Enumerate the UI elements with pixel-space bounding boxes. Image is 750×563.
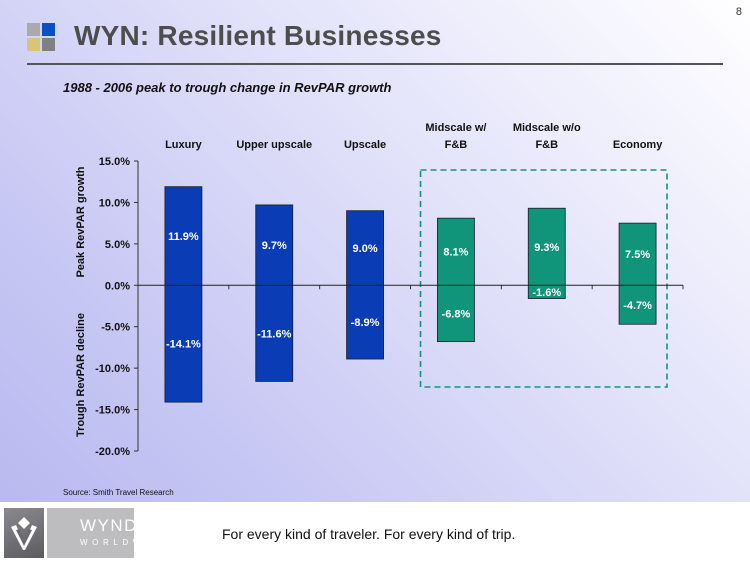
- y-axis-title-upper: Peak RevPAR growth: [75, 166, 87, 277]
- wyndham-logo-icon: [4, 508, 44, 558]
- trough-value-label: -8.9%: [351, 317, 380, 329]
- category-label: Economy: [613, 139, 663, 151]
- peak-value-label: 9.3%: [534, 242, 559, 254]
- brand-subtitle: WORLDWIDE: [80, 538, 173, 547]
- y-axis-title-lower: Trough RevPAR decline: [75, 313, 87, 437]
- peak-value-label: 9.7%: [262, 240, 287, 252]
- peak-value-label: 7.5%: [625, 249, 650, 261]
- trough-value-label: -1.6%: [532, 287, 561, 299]
- highlight-box: [419, 169, 668, 388]
- category-label: Luxury: [165, 139, 203, 151]
- logo-squares-icon: [27, 23, 57, 53]
- y-tick-label: -10.0%: [95, 363, 130, 375]
- y-tick-label: -5.0%: [101, 322, 130, 334]
- peak-value-label: 11.9%: [168, 231, 199, 243]
- category-label: F&B: [535, 139, 558, 151]
- bar-4: [527, 207, 566, 299]
- category-label: F&B: [445, 139, 468, 151]
- logo-square-3: [27, 38, 40, 51]
- bar-chart: 15.0% 10.0% 5.0% 0.0% -5.0% -10.0% -15.0% -20.0…: [75, 122, 684, 458]
- title-divider: [27, 63, 723, 65]
- y-tick-label: 0.0%: [105, 280, 130, 292]
- wyndham-wordmark: [47, 508, 134, 558]
- tagline: For every kind of traveler. For every ki…: [222, 526, 516, 542]
- category-label: Upscale: [344, 139, 386, 151]
- logo-square-1: [27, 23, 40, 36]
- page-number: 8: [735, 6, 742, 18]
- y-tick-label: 10.0%: [99, 197, 130, 209]
- trough-value-label: -14.1%: [166, 339, 201, 351]
- peak-value-label: 8.1%: [443, 247, 468, 259]
- category-label: Upper upscale: [236, 139, 312, 151]
- logo-square-2: [42, 23, 55, 36]
- trough-value-label: -4.7%: [623, 300, 652, 312]
- brand-name: WYNDHAM: [80, 516, 181, 535]
- bar-3: [437, 217, 475, 343]
- page-title: WYN: Resilient Businesses: [74, 20, 442, 51]
- source-note: Source: Smith Travel Research: [63, 488, 174, 497]
- y-tick-label: 5.0%: [105, 239, 130, 251]
- trough-value-label: -6.8%: [442, 308, 471, 320]
- y-tick-label: -15.0%: [95, 405, 130, 417]
- trough-value-label: -11.6%: [257, 328, 291, 340]
- y-tick-label: -20.0%: [95, 446, 130, 458]
- bar-5: [618, 222, 657, 325]
- category-label: Midscale w/o: [513, 122, 581, 134]
- category-label: Midscale w/: [425, 122, 486, 134]
- logo-square-4: [42, 38, 55, 51]
- bar-0: [164, 186, 203, 403]
- chart-subtitle: 1988 - 2006 peak to trough change in Rev…: [63, 80, 392, 95]
- peak-value-label: 9.0%: [353, 243, 378, 255]
- bar-1: [255, 204, 294, 382]
- y-tick-label: 15.0%: [99, 156, 130, 168]
